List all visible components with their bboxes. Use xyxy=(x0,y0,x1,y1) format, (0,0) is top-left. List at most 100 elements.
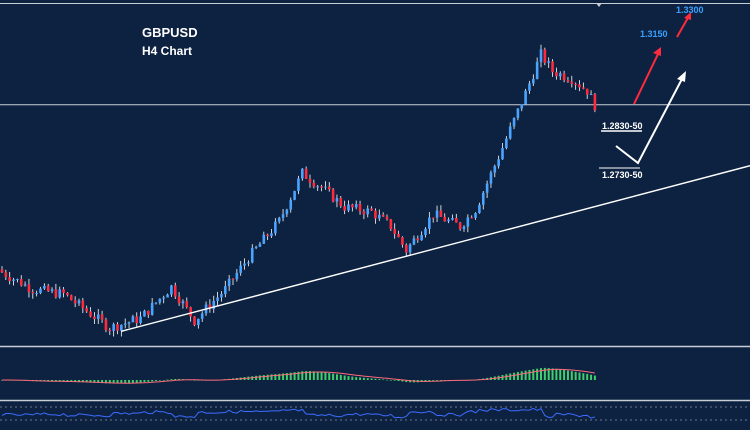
candle-bearish xyxy=(62,289,65,293)
macd-bar xyxy=(378,379,381,380)
macd-bar xyxy=(66,380,69,382)
candles-group xyxy=(0,44,597,337)
candle-bullish xyxy=(277,217,281,222)
macd-bar xyxy=(362,377,365,380)
candle-bullish xyxy=(154,302,158,304)
macd-bar xyxy=(536,368,539,380)
candle-bullish xyxy=(497,159,500,167)
macd-bar xyxy=(116,380,119,384)
candle-bearish xyxy=(381,214,385,217)
scroll-marker-icon xyxy=(596,3,602,7)
macd-bar xyxy=(262,375,265,380)
candle-bearish xyxy=(185,301,189,308)
candle-bearish xyxy=(70,295,73,301)
candle-bullish xyxy=(250,247,254,263)
macd-bar xyxy=(559,369,562,380)
candle-bearish xyxy=(370,208,373,211)
macd-bar xyxy=(120,380,123,384)
candle-bullish xyxy=(127,322,131,324)
macd-bar xyxy=(170,379,173,380)
candle-bullish xyxy=(420,234,423,241)
candle-bullish xyxy=(96,314,100,320)
macd-bar xyxy=(543,367,546,380)
candle-bullish xyxy=(378,214,381,219)
candle-bullish xyxy=(501,148,504,160)
candle-bullish xyxy=(481,192,485,205)
candle-bearish xyxy=(582,87,585,89)
candle-bearish xyxy=(397,233,400,238)
macd-bar xyxy=(593,375,596,380)
macd-bar xyxy=(516,372,519,380)
candle-bearish xyxy=(389,219,393,229)
macd-bar xyxy=(143,380,146,383)
candle-bullish xyxy=(505,138,508,149)
arrow-head-red-2 xyxy=(684,12,691,20)
macd-bar xyxy=(397,380,400,382)
macd-bar xyxy=(258,375,261,380)
candle-bearish xyxy=(89,311,92,317)
candle-bullish xyxy=(435,210,439,218)
candle-bullish xyxy=(150,302,154,315)
macd-bar xyxy=(374,378,377,380)
macd-bar xyxy=(547,368,550,380)
macd-bar xyxy=(355,377,358,380)
candle-bullish xyxy=(235,272,239,280)
macd-bar xyxy=(312,371,315,380)
candle-bullish xyxy=(247,262,250,264)
candle-bullish xyxy=(428,217,431,229)
candle-bullish xyxy=(293,190,296,200)
candle-bearish xyxy=(593,94,597,111)
macd-bar xyxy=(162,380,165,381)
candle-bullish xyxy=(285,209,289,215)
candle-bullish xyxy=(412,238,416,245)
macd-bar xyxy=(332,373,335,380)
macd-bar xyxy=(540,368,542,380)
macd-bar xyxy=(389,380,392,381)
candle-bearish xyxy=(266,234,269,237)
candle-bearish xyxy=(147,310,150,315)
candle-bearish xyxy=(108,330,112,332)
macd-bar xyxy=(174,378,177,380)
candle-bearish xyxy=(189,307,192,317)
candle-bullish xyxy=(200,313,204,319)
macd-bar xyxy=(320,372,323,380)
candle-bearish xyxy=(308,178,312,183)
candle-bullish xyxy=(143,310,146,317)
macd-bar xyxy=(574,371,577,380)
candle-bearish xyxy=(543,49,547,63)
macd-bar xyxy=(509,373,512,380)
macd-bar xyxy=(359,377,362,380)
candle-bearish xyxy=(116,324,119,331)
macd-bar xyxy=(305,371,308,380)
candle-bullish xyxy=(224,286,227,295)
candle-bullish xyxy=(524,90,527,105)
macd-bar xyxy=(528,369,531,380)
macd-bar xyxy=(147,380,150,382)
candle-bearish xyxy=(93,316,96,320)
candle-bullish xyxy=(58,289,62,298)
macd-bar xyxy=(93,380,96,383)
candle-bearish xyxy=(73,300,77,304)
macd-bar xyxy=(347,376,350,380)
candle-bullish xyxy=(301,168,304,179)
macd-bar xyxy=(316,371,319,380)
macd-bar xyxy=(78,380,80,383)
candle-bearish xyxy=(304,168,308,179)
candle-bullish xyxy=(77,300,81,304)
macd-bar xyxy=(135,380,138,383)
candle-bearish xyxy=(343,206,346,211)
candle-bullish xyxy=(39,288,42,294)
macd-bar xyxy=(532,369,535,380)
candle-bullish xyxy=(289,199,293,210)
projection-group xyxy=(599,12,691,169)
candle-bullish xyxy=(354,204,358,208)
candle-bearish xyxy=(562,73,566,81)
candle-bearish xyxy=(443,216,447,222)
candle-bearish xyxy=(312,182,316,187)
macd-bar xyxy=(81,380,84,383)
macd-bar xyxy=(285,373,288,380)
macd-bar xyxy=(255,375,258,380)
macd-bar xyxy=(324,372,327,380)
macd-bar xyxy=(278,373,281,380)
